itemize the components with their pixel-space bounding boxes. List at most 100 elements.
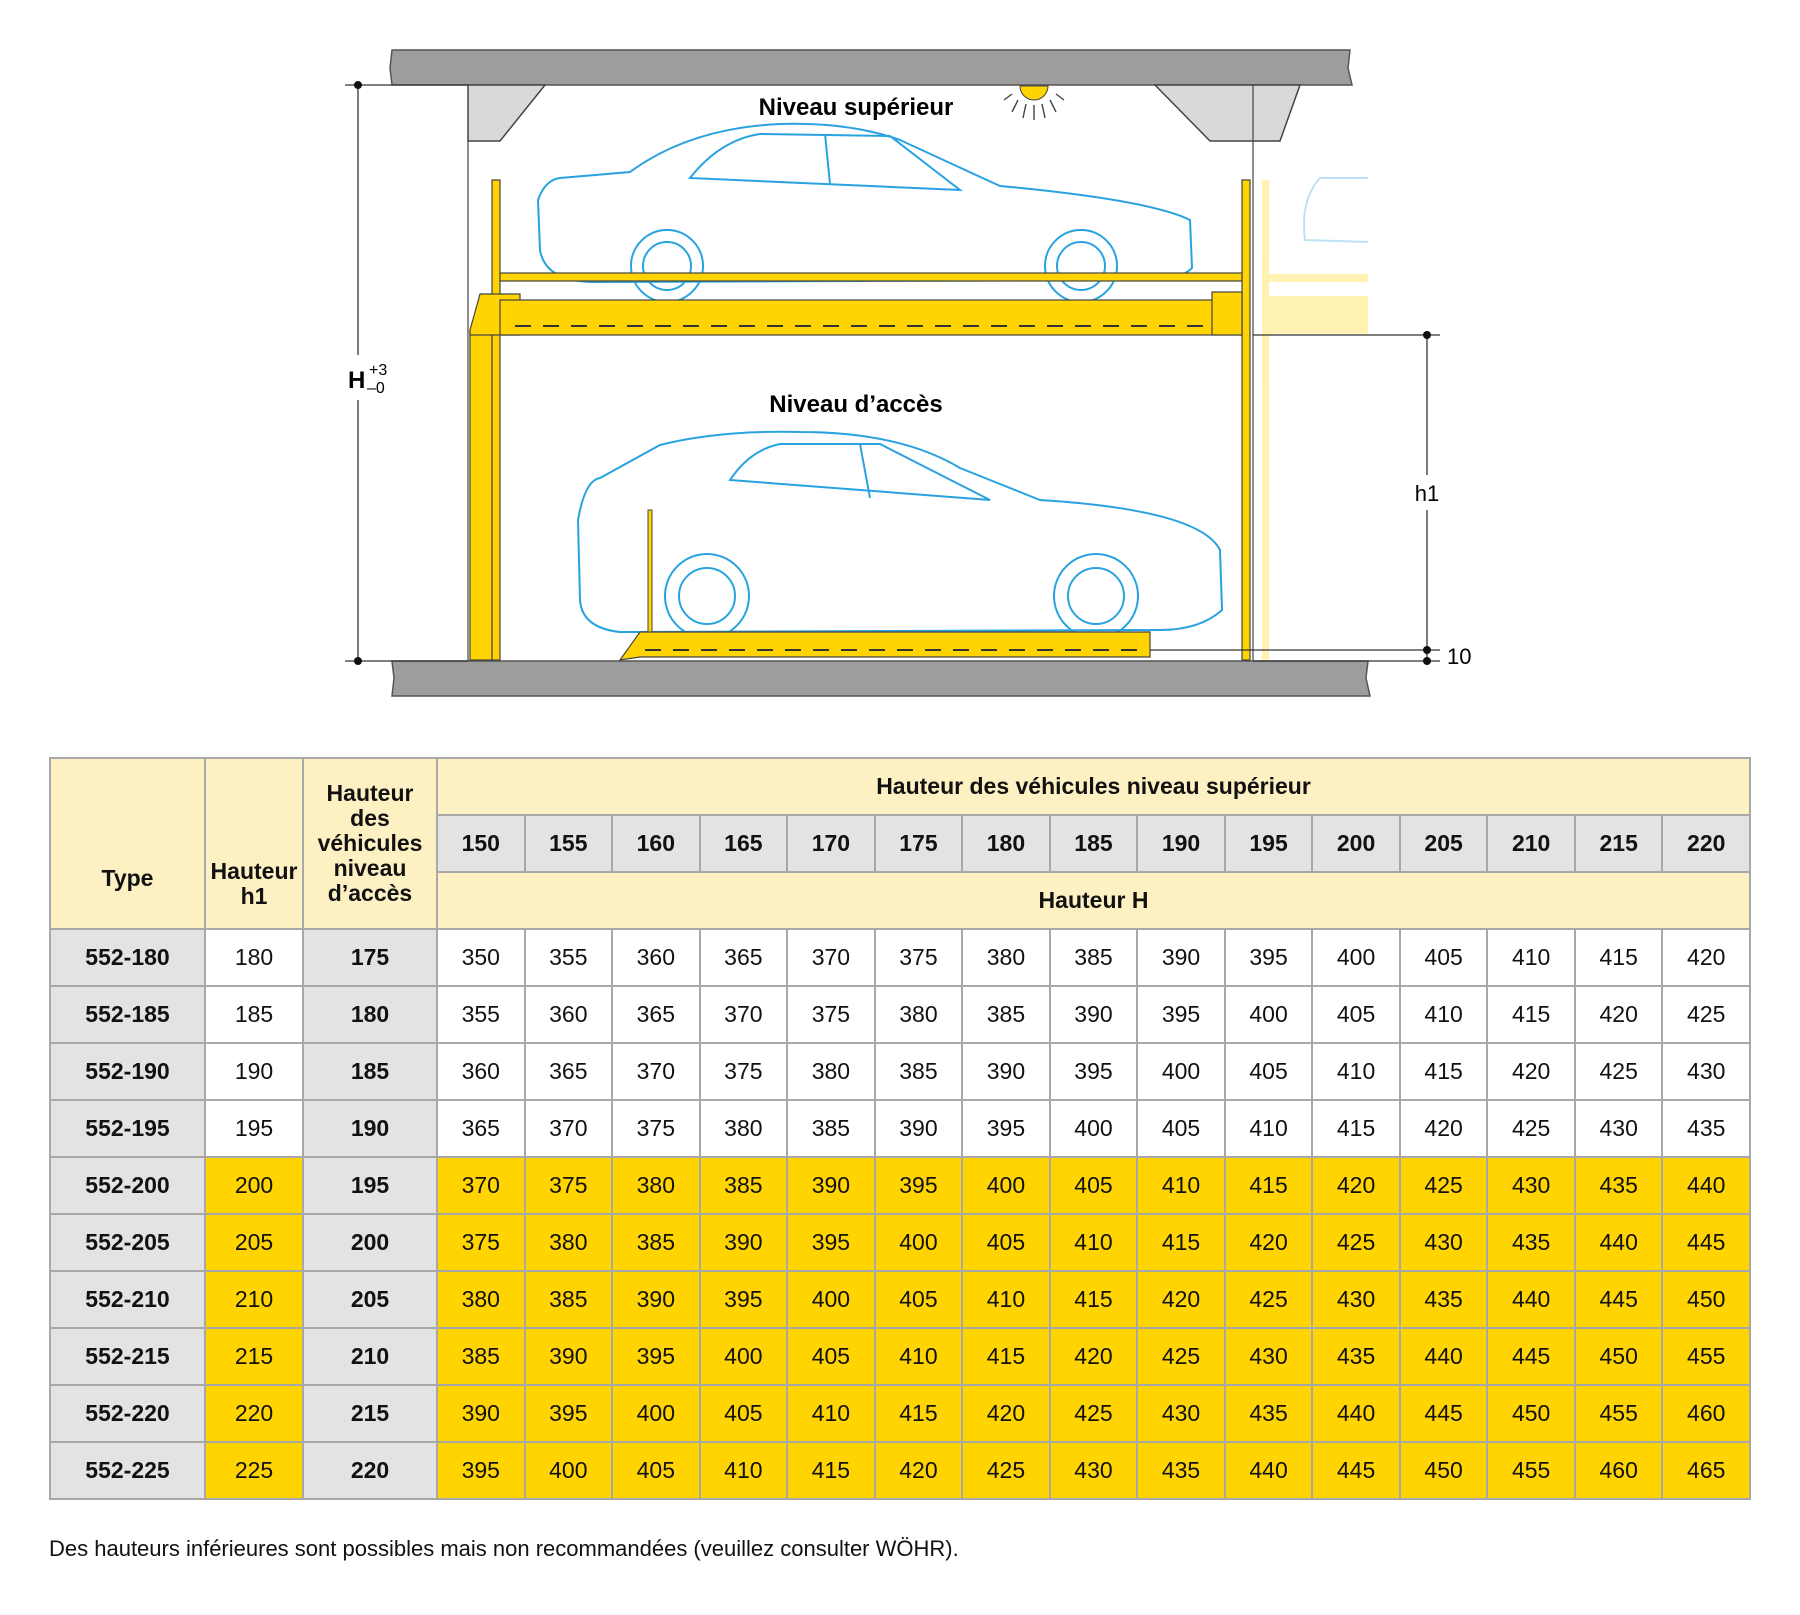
height-H-cell: 405: [961, 1213, 1051, 1272]
height-H-cell: 405: [1048, 1156, 1139, 1215]
type-cell: 552-180: [49, 928, 206, 987]
height-H-cell: 415: [1223, 1156, 1314, 1215]
height-H-cell: 370: [611, 1042, 701, 1101]
height-H-cell: 405: [698, 1384, 789, 1443]
height-H-cell: 390: [1136, 928, 1226, 987]
height-H-cell: 400: [961, 1156, 1051, 1215]
height-H-cell: 400: [698, 1327, 789, 1386]
height-H-cell: 410: [1398, 985, 1489, 1044]
height-H-cell: 420: [1398, 1099, 1489, 1158]
height-H-cell: 410: [698, 1441, 789, 1500]
height-H-cell: 455: [1573, 1384, 1664, 1443]
height-H-cell: 360: [523, 985, 614, 1044]
height-H-cell: 450: [1661, 1270, 1751, 1329]
upper-height-column-header: 180: [961, 814, 1051, 873]
table-row: 552-185 185 180 355 360 365 370 375 380 385 390 395…: [49, 985, 1751, 1044]
height-H-cell: 405: [1136, 1099, 1226, 1158]
height-H-cell: 385: [961, 985, 1051, 1044]
table-row: 552-195 195 190 365 370 375 380 385 390 395 400 405…: [49, 1099, 1751, 1158]
height-H-cell: 390: [1048, 985, 1139, 1044]
height-H-cell: 380: [523, 1213, 614, 1272]
height-H-cell: 415: [786, 1441, 876, 1500]
height-H-cell: 420: [1048, 1327, 1139, 1386]
parking-system-diagram: Niveau supérieur Niveau d’accès H +3 –0 …: [345, 49, 1471, 697]
floor-slab: [391, 660, 1371, 697]
neighbour-unit-ghost: [1262, 177, 1369, 660]
svg-text:H: H: [348, 367, 365, 394]
height-H-cell: 360: [611, 928, 701, 987]
table-row: 552-225 225 220 395 400 405 410 415 420 425 430 435…: [49, 1441, 1751, 1500]
height-H-cell: 410: [1486, 928, 1576, 987]
h1-cell: 210: [204, 1270, 304, 1329]
height-H-cell: 360: [436, 1042, 526, 1101]
header-height-H: Hauteur H: [436, 871, 1751, 930]
height-H-cell: 385: [1048, 928, 1139, 987]
height-H-cell: 365: [611, 985, 701, 1044]
height-H-cell: 390: [698, 1213, 789, 1272]
access-height-cell: 190: [302, 1099, 438, 1158]
height-H-cell: 385: [523, 1270, 614, 1329]
height-H-cell: 415: [873, 1384, 964, 1443]
height-H-cell: 420: [873, 1441, 964, 1500]
height-H-cell: 445: [1573, 1270, 1664, 1329]
height-H-cell: 435: [1311, 1327, 1401, 1386]
height-H-cell: 410: [786, 1384, 876, 1443]
access-height-cell: 210: [302, 1327, 438, 1386]
ceiling-light-icon: [1003, 85, 1065, 120]
height-H-cell: 440: [1661, 1156, 1751, 1215]
height-H-cell: 435: [1573, 1156, 1664, 1215]
height-H-cell: 430: [1573, 1099, 1664, 1158]
upper-height-column-header: 170: [786, 814, 876, 873]
height-H-cell: 380: [698, 1099, 789, 1158]
height-H-cell: 435: [1136, 1441, 1226, 1500]
height-H-cell: 425: [961, 1441, 1051, 1500]
height-H-cell: 435: [1223, 1384, 1314, 1443]
height-H-cell: 395: [786, 1213, 876, 1272]
height-table: Type Hauteur h1 Hauteur des véhicules ni…: [49, 757, 1751, 1500]
upper-height-column-header: 150: [436, 814, 526, 873]
type-cell: 552-215: [49, 1327, 206, 1386]
height-H-cell: 390: [523, 1327, 614, 1386]
height-H-cell: 355: [436, 985, 526, 1044]
h1-cell: 225: [204, 1441, 304, 1500]
table-row: 552-190 190 185 360 365 370 375 380 385 390 395 400…: [49, 1042, 1751, 1101]
height-H-cell: 425: [1486, 1099, 1576, 1158]
height-H-cell: 405: [786, 1327, 876, 1386]
type-cell: 552-205: [49, 1213, 206, 1272]
height-H-cell: 395: [436, 1441, 526, 1500]
height-H-cell: 425: [1136, 1327, 1226, 1386]
height-H-cell: 365: [698, 928, 789, 987]
table-row: 552-210 210 205 380 385 390 395 400 405 410 415 420…: [49, 1270, 1751, 1329]
upper-height-column-header: 185: [1048, 814, 1139, 873]
upper-height-column-header: 210: [1486, 814, 1576, 873]
height-H-cell: 370: [523, 1099, 614, 1158]
height-H-cell: 430: [1398, 1213, 1489, 1272]
height-H-cell: 395: [523, 1384, 614, 1443]
height-H-cell: 435: [1486, 1213, 1576, 1272]
label-upper-level: Niveau supérieur: [759, 94, 954, 121]
upper-height-column-header: 220: [1661, 814, 1751, 873]
height-H-cell: 400: [523, 1441, 614, 1500]
table-row: 552-220 220 215 390 395 400 405 410 415 420 425 430…: [49, 1384, 1751, 1443]
type-cell: 552-200: [49, 1156, 206, 1215]
access-height-cell: 220: [302, 1441, 438, 1500]
access-height-cell: 185: [302, 1042, 438, 1101]
upper-height-column-header: 165: [698, 814, 789, 873]
height-H-cell: 445: [1486, 1327, 1576, 1386]
height-H-cell: 410: [1136, 1156, 1226, 1215]
height-H-cell: 410: [1223, 1099, 1314, 1158]
type-cell: 552-195: [49, 1099, 206, 1158]
height-H-cell: 420: [1661, 928, 1751, 987]
type-cell: 552-225: [49, 1441, 206, 1500]
height-H-cell: 425: [1223, 1270, 1314, 1329]
height-H-cell: 465: [1661, 1441, 1751, 1500]
height-H-cell: 400: [1223, 985, 1314, 1044]
upper-height-column-header: 195: [1223, 814, 1314, 873]
height-H-cell: 385: [611, 1213, 701, 1272]
header-upper-height: Hauteur des véhicules niveau supérieur: [436, 757, 1751, 816]
height-H-cell: 445: [1661, 1213, 1751, 1272]
table-row: 552-215 215 210 385 390 395 400 405 410 415 420 425…: [49, 1327, 1751, 1386]
height-H-cell: 385: [786, 1099, 876, 1158]
height-H-cell: 450: [1486, 1384, 1576, 1443]
height-H-cell: 420: [961, 1384, 1051, 1443]
